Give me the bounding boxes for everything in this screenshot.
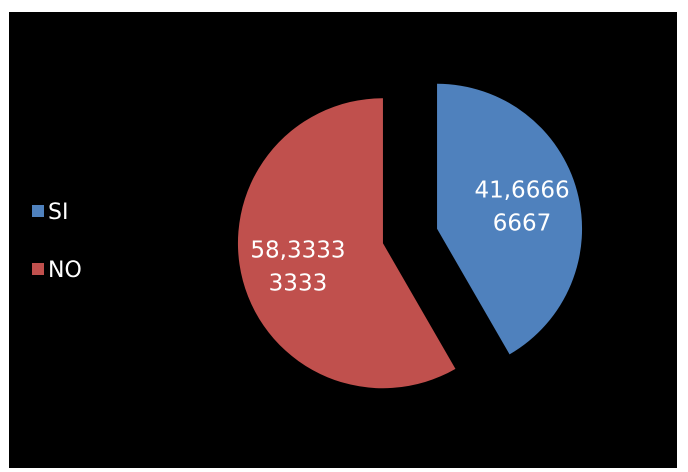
legend-label-no: NO [48,258,82,283]
data-label-no: 58,3333 3333 [250,238,345,297]
data-labels: 41,6666 6667 58,3333 3333 [250,177,569,296]
legend-swatch-si [32,205,44,217]
pie-slices [237,83,583,389]
legend-swatch-no [32,263,44,275]
legend-label-si: SI [48,200,68,225]
data-label-si: 41,6666 6667 [474,177,569,236]
legend: SI NO [32,200,82,283]
pie-slice-no [237,98,456,389]
pie-slice-si [437,83,583,355]
